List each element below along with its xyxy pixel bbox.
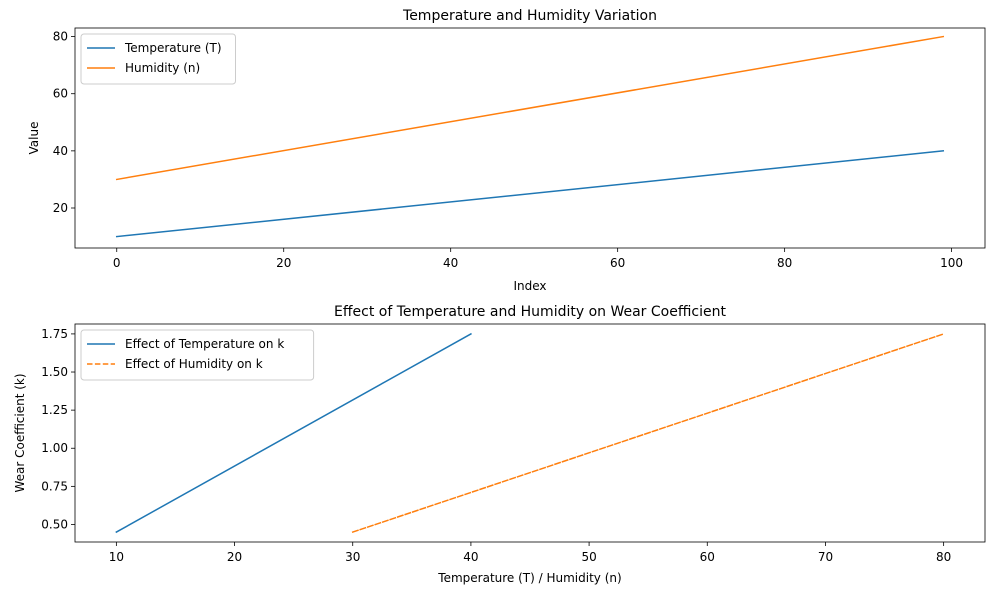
x-tick-label: 40	[463, 550, 478, 564]
x-tick-label: 100	[940, 256, 963, 270]
y-tick-label: 0.50	[41, 517, 68, 531]
chart-1: Temperature and Humidity Variation 0 20 40 6…	[27, 8, 986, 293]
x-axis-label: Temperature (T) / Humidity (n)	[437, 571, 621, 585]
legend: Effect of Temperature on k Effect of Humi…	[80, 329, 315, 381]
x-tick-label: 20	[227, 550, 242, 564]
legend-label: Humidity (n)	[125, 61, 200, 75]
x-tick-label: 20	[276, 256, 291, 270]
chart-title: Effect of Temperature and Humidity on We…	[334, 304, 726, 320]
y-axis-label: Wear Coefficient (k)	[13, 373, 27, 492]
plot-frame	[74, 27, 986, 249]
plot-frame	[74, 323, 986, 543]
x-tick-label: 30	[345, 550, 360, 564]
x-axis-label: Index	[513, 279, 546, 293]
y-tick-label: 80	[53, 30, 68, 44]
y-tick-label: 60	[53, 87, 68, 101]
series-line-1	[115, 150, 945, 238]
y-tick-label: 1.50	[41, 365, 68, 379]
legend-box	[80, 33, 236, 85]
x-tick-label: 60	[700, 550, 715, 564]
chart-2: Effect of Temperature and Humidity on We…	[13, 304, 986, 585]
y-tick-label: 0.75	[41, 479, 68, 493]
x-tick-label: 60	[610, 256, 625, 270]
chart-title: Temperature and Humidity Variation	[402, 8, 657, 24]
y-tick-label: 1.25	[41, 403, 68, 417]
x-tick-label: 40	[443, 256, 458, 270]
x-tick-label: 80	[777, 256, 792, 270]
x-tick-label: 50	[581, 550, 596, 564]
legend-box	[80, 329, 315, 381]
series-line-2	[351, 332, 945, 534]
x-tick-label: 80	[936, 550, 951, 564]
legend: Temperature (T) Humidity (n)	[80, 33, 236, 85]
y-tick-label: 20	[53, 201, 68, 215]
series-line-2	[115, 35, 945, 181]
legend-label: Temperature (T)	[124, 41, 222, 55]
y-tick-label: 1.00	[41, 441, 68, 455]
legend-label: Effect of Humidity on k	[125, 357, 263, 371]
y-tick-label: 40	[53, 144, 68, 158]
legend-label: Effect of Temperature on k	[125, 337, 284, 351]
series-line-1	[115, 332, 472, 534]
x-tick-label: 10	[109, 550, 124, 564]
y-axis-label: Value	[27, 122, 41, 155]
x-tick-label: 0	[113, 256, 121, 270]
x-tick-label: 70	[818, 550, 833, 564]
y-tick-label: 1.75	[41, 327, 68, 341]
